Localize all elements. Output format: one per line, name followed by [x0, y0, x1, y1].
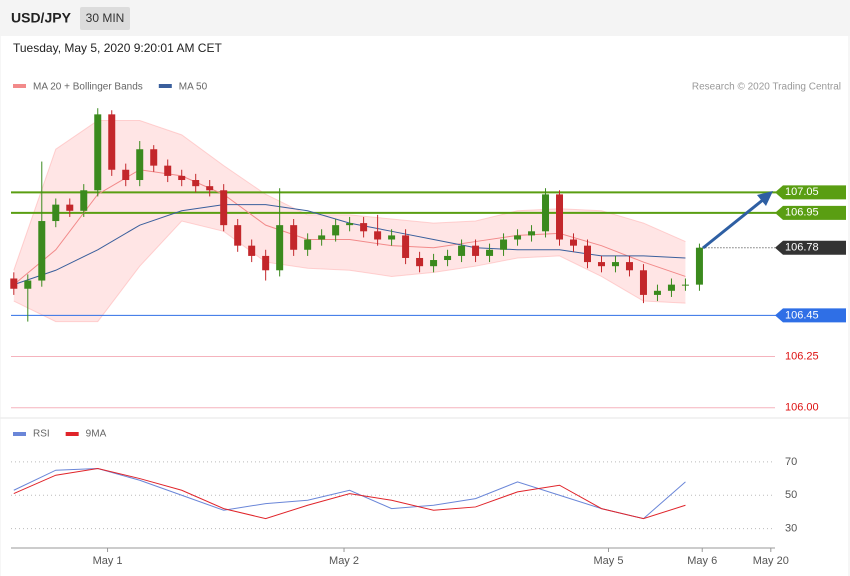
candle-body: [542, 194, 550, 232]
level-label: 106.00: [785, 402, 819, 414]
candle-body: [681, 284, 689, 286]
legend-label: MA 50: [179, 82, 208, 93]
candle-body: [150, 149, 158, 166]
candle-body: [667, 284, 675, 291]
candle-body: [500, 239, 508, 250]
candle-body: [206, 186, 214, 191]
candle-body: [332, 225, 340, 236]
candle-body: [514, 235, 522, 240]
candle-body: [625, 262, 633, 271]
candle-body: [94, 114, 102, 191]
candle-body: [24, 280, 32, 289]
forecast-arrowhead: [757, 191, 773, 206]
candle-body: [290, 225, 298, 250]
legend-label: RSI: [33, 429, 50, 440]
candle-body: [318, 235, 326, 240]
candle-body: [556, 194, 564, 240]
candle-body: [66, 204, 74, 211]
symbol: USD/JPY: [11, 10, 72, 26]
candle-body: [360, 223, 368, 232]
candle-body: [374, 231, 382, 240]
y-tick-label: 30: [785, 523, 797, 535]
level-badge: [775, 205, 846, 220]
candle-body: [388, 235, 396, 240]
level-label: 106.78: [785, 242, 819, 254]
legend-swatch: [13, 432, 26, 436]
indicator-line: [13, 468, 686, 520]
candle-body: [444, 255, 452, 261]
candle-body: [597, 262, 605, 267]
candle-body: [178, 175, 186, 181]
timeframe-badge: [80, 7, 130, 30]
candle-body: [695, 247, 703, 285]
level-badge: [775, 185, 846, 200]
level-badge: [775, 308, 846, 323]
candle-body: [639, 270, 647, 295]
legend-label: 9MA: [86, 429, 107, 440]
candle-body: [528, 231, 536, 236]
candle-body: [304, 239, 312, 250]
candle-body: [262, 255, 270, 271]
candle-body: [248, 245, 256, 256]
legend-swatch: [158, 84, 172, 88]
candle-body: [38, 221, 46, 281]
header-bar: [0, 0, 850, 36]
y-tick-label: 50: [785, 489, 797, 501]
timeframe: 30 MIN: [86, 11, 125, 25]
candle-body: [430, 260, 438, 267]
candle-body: [653, 290, 661, 295]
candle-body: [611, 262, 619, 267]
candle-body: [583, 245, 591, 263]
candle-body: [458, 245, 466, 256]
bollinger-lower: [13, 220, 686, 323]
level-label: 106.95: [785, 207, 819, 219]
candle-body: [346, 223, 354, 226]
legend-swatch: [65, 432, 79, 436]
candle-body: [486, 249, 494, 256]
bollinger-upper: [13, 120, 686, 271]
candle-body: [52, 204, 60, 222]
level-label: 106.25: [785, 350, 819, 362]
x-tick-label: May 20: [753, 555, 789, 567]
x-tick-label: May 5: [594, 555, 624, 567]
y-tick-label: 70: [785, 456, 797, 468]
x-tick-label: May 6: [687, 555, 717, 567]
level-label: 106.45: [785, 309, 819, 321]
candle-body: [122, 169, 130, 181]
level-label: 107.05: [785, 186, 819, 198]
candle-body: [416, 257, 424, 267]
candle-body: [220, 190, 228, 226]
candle-body: [80, 190, 88, 211]
x-tick-label: May 1: [93, 555, 123, 567]
candle-body: [570, 239, 578, 246]
datetime: Tuesday, May 5, 2020 9:20:01 AM CET: [13, 41, 222, 55]
x-tick-label: May 2: [329, 555, 359, 567]
candle-body: [136, 149, 144, 181]
forecast-arrow: [702, 197, 765, 250]
source: Research © 2020 Trading Central: [692, 82, 841, 93]
legend-label: MA 20 + Bollinger Bands: [33, 82, 143, 93]
level-badge: [775, 240, 846, 255]
legend-swatch: [13, 84, 26, 88]
candle-body: [164, 165, 172, 176]
candle-body: [10, 278, 18, 289]
indicator-line: [13, 468, 686, 520]
candle-body: [402, 235, 410, 258]
candle-body: [192, 180, 200, 187]
candle-body: [234, 225, 242, 246]
candle-body: [276, 225, 284, 271]
candle-body: [472, 245, 480, 256]
candle-body: [108, 114, 116, 170]
